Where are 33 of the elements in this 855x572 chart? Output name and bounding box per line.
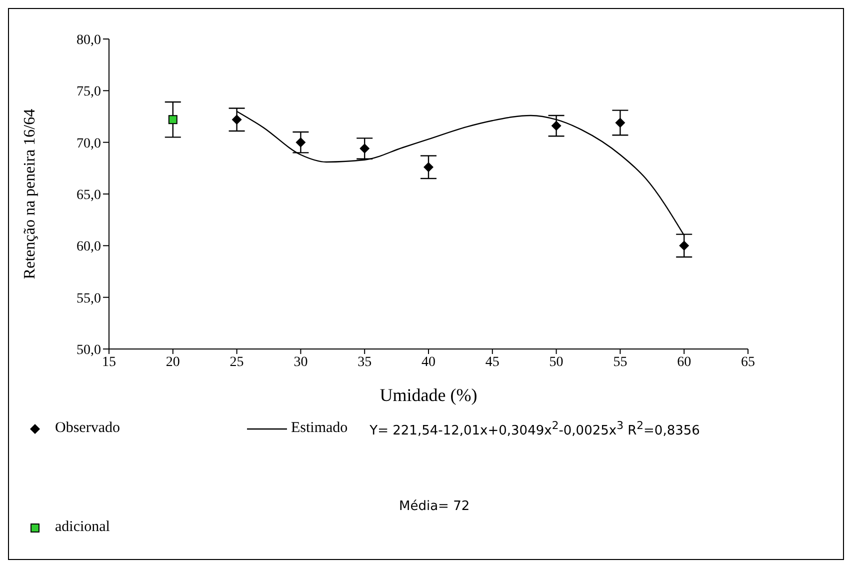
text: Média= 72 bbox=[399, 499, 470, 514]
y-tick-label: 65,0 bbox=[76, 188, 101, 203]
text: Y= 221,54-12,01x+0,3049x$^{2}$-0,0025x$^{3}$ R$^{2}$=0,8356 bbox=[370, 419, 700, 438]
legend-label: Observado bbox=[54, 420, 121, 438]
point bbox=[296, 137, 306, 148]
x-tick-label: 30 bbox=[294, 354, 308, 370]
x-tick-label: 35 bbox=[358, 354, 372, 370]
y-tick-label: 50,0 bbox=[76, 342, 101, 358]
x-tick-label: 60 bbox=[677, 354, 692, 370]
x-tick-label: 50 bbox=[549, 354, 564, 370]
y-tick-label: 80,0 bbox=[76, 32, 101, 48]
y-tick-label: 70,0 bbox=[76, 136, 101, 152]
x-tick-label: 40 bbox=[422, 354, 436, 370]
x-tick-label: 45 bbox=[485, 354, 500, 370]
point bbox=[168, 115, 178, 124]
point bbox=[551, 120, 562, 131]
legend-label: Estimado bbox=[290, 420, 348, 438]
y-tick-label: 55,0 bbox=[76, 291, 101, 306]
y-tick-label: 75,0 bbox=[76, 84, 101, 100]
x-tick-label: 65 bbox=[741, 354, 755, 370]
x-tick-label: 20 bbox=[166, 354, 180, 370]
point bbox=[615, 118, 626, 128]
y-axis-title: Retenção na peneira 16/64 bbox=[22, 108, 39, 280]
x-tick-label: 55 bbox=[613, 354, 628, 370]
point bbox=[424, 162, 434, 172]
point bbox=[232, 114, 242, 125]
x-tick-label: 25 bbox=[230, 354, 244, 370]
point bbox=[360, 144, 370, 154]
y-tick-label: 60,0 bbox=[76, 240, 101, 255]
legend-label: adicional bbox=[54, 519, 110, 536]
point bbox=[679, 240, 690, 251]
x-tick-label: 15 bbox=[102, 354, 116, 370]
x-axis-title: Umidade (%) bbox=[380, 385, 478, 405]
